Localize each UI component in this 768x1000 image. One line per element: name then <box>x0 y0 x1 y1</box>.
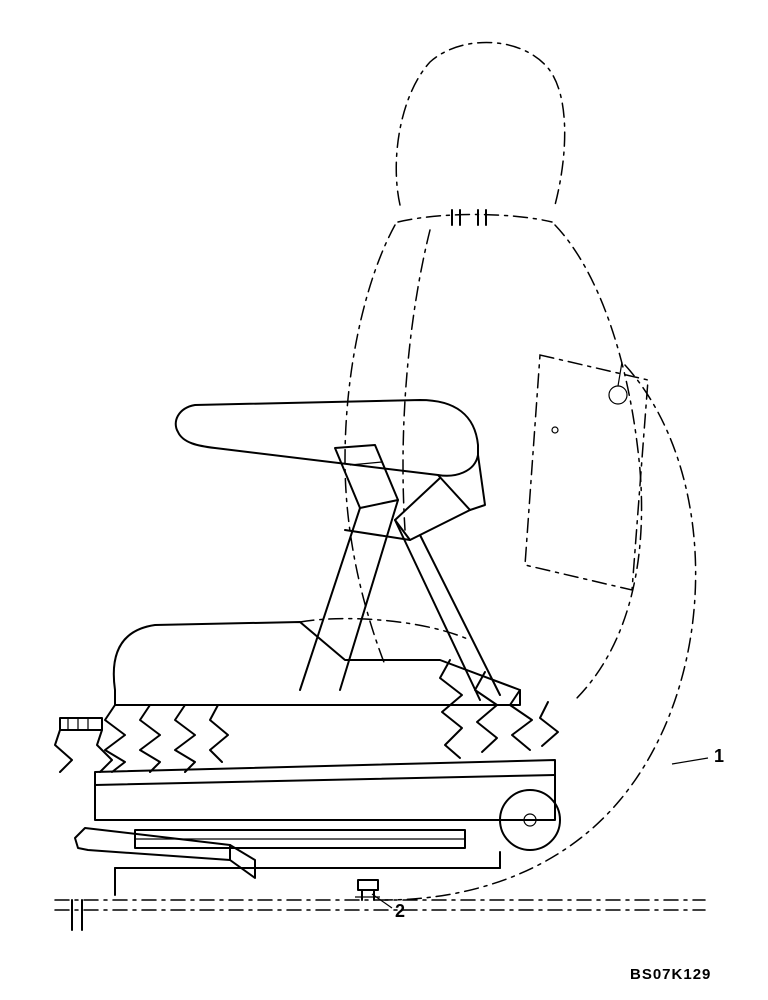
callout-1: 1 <box>714 746 724 767</box>
drawing-id-label: BS07K129 <box>630 966 711 983</box>
technical-diagram: .solid { fill: none; stroke: #000; strok… <box>0 0 768 1000</box>
seat-drawing: .solid { fill: none; stroke: #000; strok… <box>0 0 768 1000</box>
callout-2: 2 <box>395 901 405 922</box>
